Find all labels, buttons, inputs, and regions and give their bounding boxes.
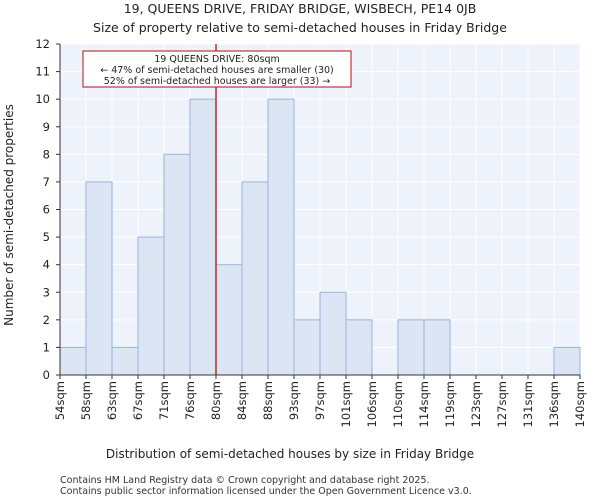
y-axis-label: Number of semi-detached properties: [2, 104, 16, 326]
bar: [189, 98, 217, 376]
y-tick-label: 8: [43, 147, 50, 161]
bar: [59, 346, 87, 376]
x-tick-label: 101sqm: [339, 381, 353, 427]
bar: [293, 319, 321, 376]
y-tick-label: 10: [35, 92, 50, 106]
x-tick-label: 119sqm: [443, 381, 457, 427]
y-tick-label: 11: [35, 65, 50, 79]
x-tick-label: 136sqm: [547, 381, 561, 427]
x-tick-label: 97sqm: [313, 381, 327, 420]
chart-title: 19, QUEENS DRIVE, FRIDAY BRIDGE, WISBECH…: [124, 1, 477, 16]
bar: [423, 319, 451, 376]
y-tick-label: 2: [43, 313, 50, 327]
footer-line-2: Contains public sector information licen…: [60, 486, 472, 497]
x-tick-label: 114sqm: [417, 381, 431, 427]
bar: [241, 181, 269, 376]
bar: [137, 236, 165, 376]
y-tick-label: 1: [43, 340, 50, 354]
x-tick-label: 127sqm: [495, 381, 509, 427]
x-tick-label: 140sqm: [573, 381, 587, 427]
bar: [553, 346, 581, 376]
x-tick-label: 131sqm: [521, 381, 535, 427]
y-tick-label: 9: [43, 120, 50, 134]
y-tick-label: 6: [43, 203, 50, 217]
x-tick-label: 106sqm: [365, 381, 379, 427]
annotation-border: [82, 50, 352, 88]
annotation-line-2: ← 47% of semi-detached houses are smalle…: [100, 65, 334, 76]
x-tick-label: 58sqm: [79, 381, 93, 420]
annotation-line-1: 19 QUEENS DRIVE: 80sqm: [154, 54, 279, 65]
bar: [397, 319, 425, 376]
bar: [163, 153, 191, 376]
bar: [319, 291, 347, 376]
bars-group: [59, 98, 581, 376]
x-tick-label: 93sqm: [287, 381, 301, 420]
x-tick-label: 110sqm: [391, 381, 405, 427]
bar: [267, 98, 295, 376]
y-tick-label: 12: [35, 37, 50, 51]
chart-subtitle: Size of property relative to semi-detach…: [93, 20, 507, 35]
x-axis-label: Distribution of semi-detached houses by …: [106, 447, 474, 461]
x-tick-label: 63sqm: [105, 381, 119, 420]
x-tick-label: 80sqm: [209, 381, 223, 420]
x-tick-label: 67sqm: [131, 381, 145, 420]
x-tick-labels: 54sqm 58sqm 63sqm 67sqm 71sqm 76sqm 80sqm 84sqm…: [53, 381, 587, 427]
x-tick-label: 71sqm: [157, 381, 171, 420]
footer-line-1: Contains HM Land Registry data © Crown c…: [60, 475, 430, 486]
x-tick-label: 88sqm: [261, 381, 275, 420]
annotation-box: 19 QUEENS DRIVE: 80sqm ← 47% of semi-det…: [82, 50, 352, 88]
x-tick-label: 123sqm: [469, 381, 483, 427]
bar: [85, 181, 113, 376]
bar: [345, 319, 373, 376]
x-tick-label: 76sqm: [183, 381, 197, 420]
bar: [215, 264, 243, 376]
x-tick-label: 84sqm: [235, 381, 249, 420]
y-tick-label: 0: [43, 368, 50, 382]
axes-group: [56, 43, 581, 379]
annotation-line-3: 52% of semi-detached houses are larger (…: [104, 76, 331, 87]
bar: [111, 346, 139, 376]
x-tick-label: 54sqm: [53, 381, 67, 420]
y-tick-label: 5: [43, 230, 50, 244]
y-tick-label: 4: [43, 258, 50, 272]
y-tick-label: 7: [43, 175, 50, 189]
y-tick-label: 3: [43, 285, 50, 299]
